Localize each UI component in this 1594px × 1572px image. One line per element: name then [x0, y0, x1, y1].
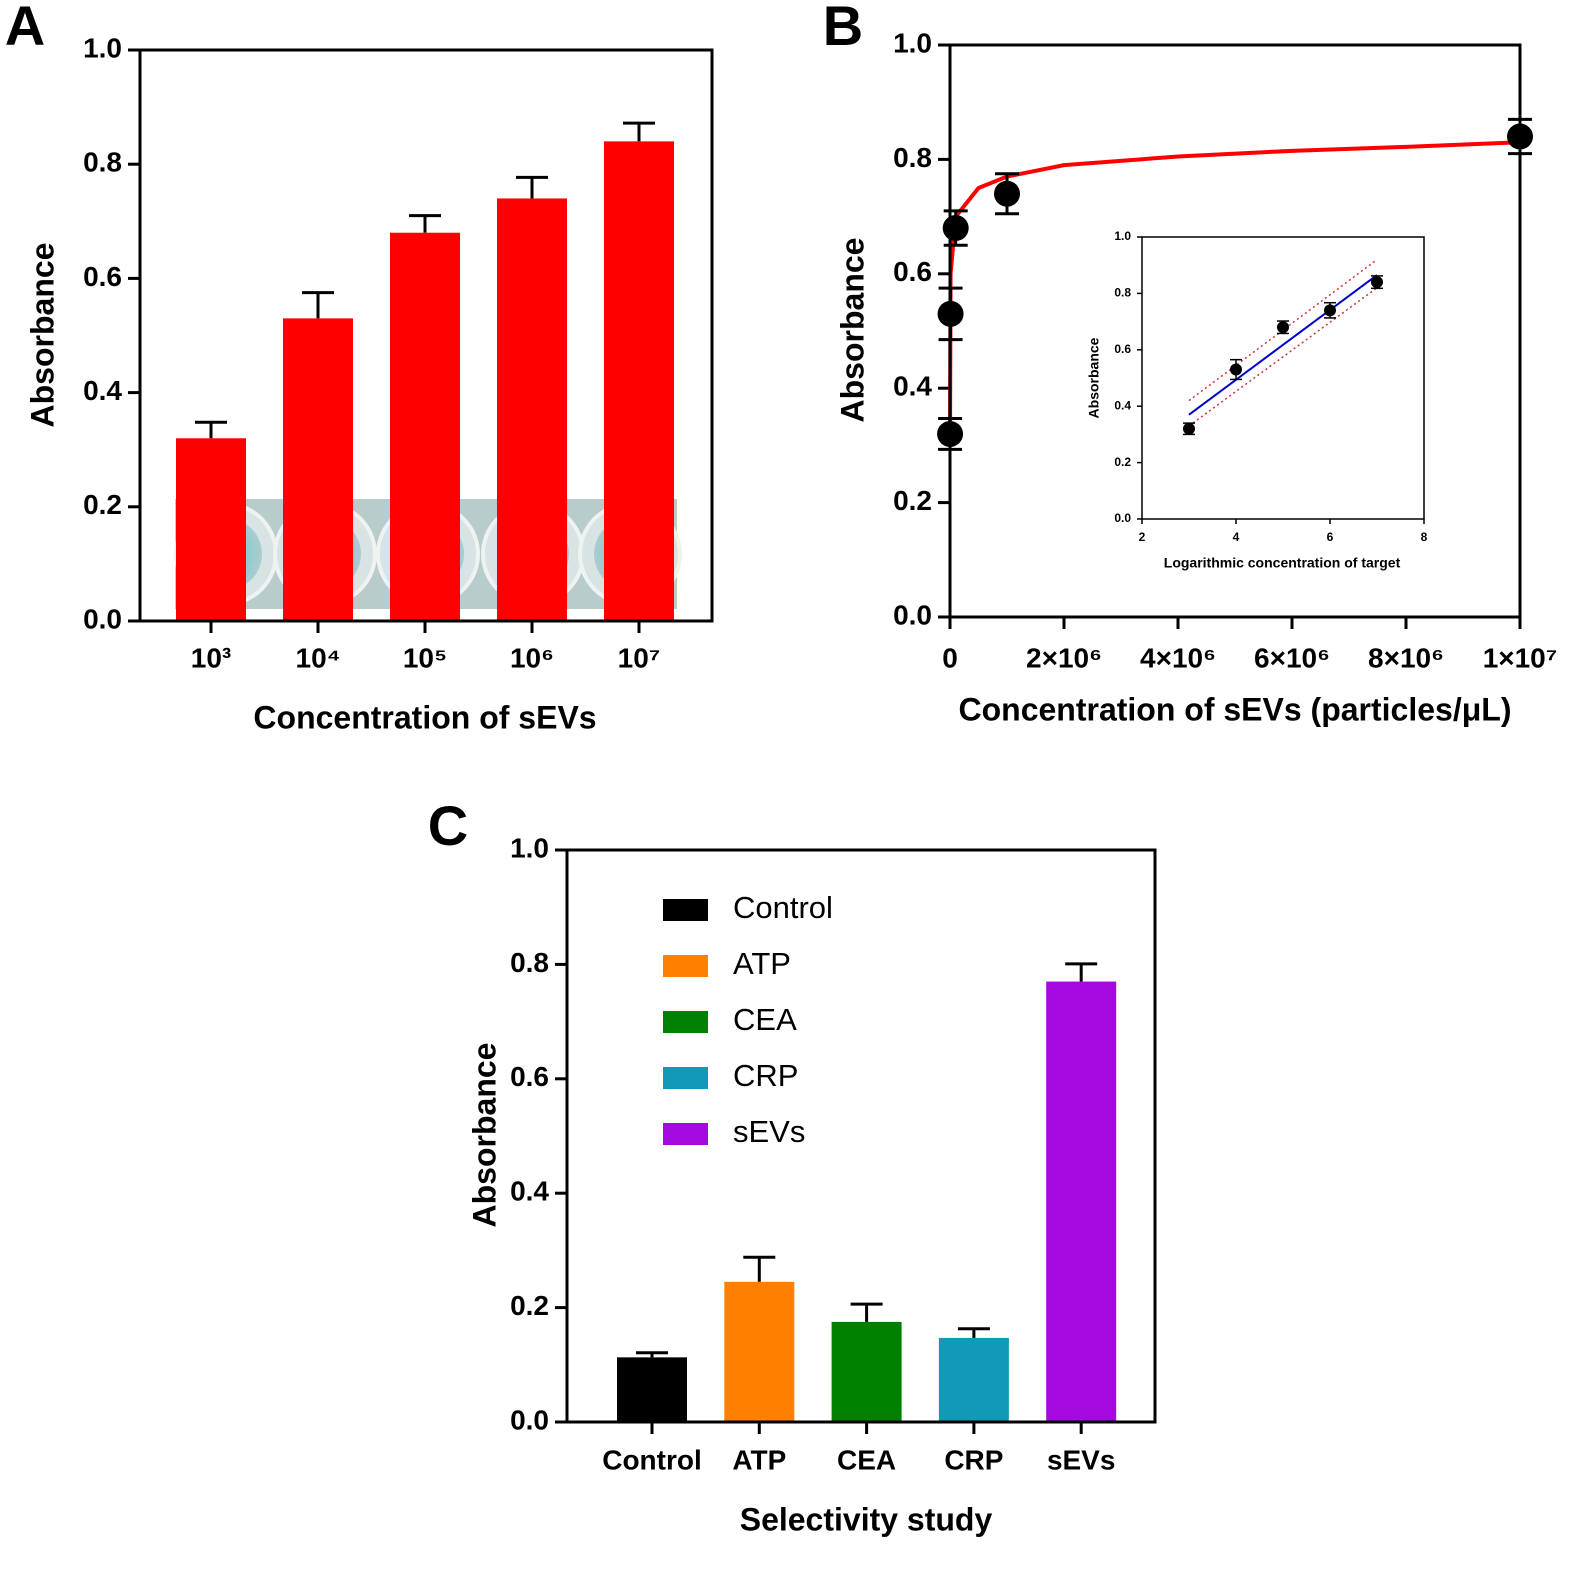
- legend-swatch: [663, 955, 708, 977]
- bar: [831, 1321, 902, 1422]
- data-point: [1277, 321, 1289, 334]
- x-axis-label: Concentration of sEVs (particles/μL): [959, 691, 1512, 727]
- y-tick-label: 0.6: [1114, 342, 1131, 356]
- y-tick-label: 0.2: [893, 485, 932, 516]
- y-tick-label: 0.2: [83, 489, 122, 520]
- bar: [724, 1281, 795, 1422]
- fit-line: [1188, 274, 1378, 416]
- y-tick-label: 0.6: [893, 256, 932, 287]
- plot-frame: [1141, 236, 1425, 520]
- x-tick-label: 8: [1421, 530, 1428, 544]
- y-tick-label: 0.0: [893, 599, 932, 630]
- y-tick-label: 0.0: [510, 1404, 549, 1435]
- bar: [176, 438, 246, 621]
- y-tick-label: 0.2: [1114, 455, 1131, 469]
- confidence-band: [1188, 287, 1378, 427]
- panel-label: C: [428, 794, 468, 857]
- x-axis-label: Selectivity study: [740, 1501, 993, 1537]
- legend-swatch: [663, 1067, 708, 1089]
- legend-label: CEA: [733, 1002, 797, 1037]
- legend-swatch: [663, 1011, 708, 1033]
- y-tick-label: 0.0: [83, 603, 122, 634]
- data-point: [1324, 304, 1336, 317]
- legend-label: CRP: [733, 1058, 798, 1093]
- plot-frame: [565, 848, 1157, 1424]
- x-tick-label: CEA: [837, 1444, 896, 1475]
- bar: [617, 1357, 687, 1422]
- x-tick-label: 6: [1327, 530, 1334, 544]
- x-tick-label: ATP: [732, 1444, 786, 1475]
- x-axis-label: Logarithmic concentration of target: [1164, 555, 1401, 571]
- y-tick-label: 0.6: [510, 1061, 549, 1092]
- y-axis-label: Absorbance: [1086, 337, 1102, 418]
- x-tick-label: 10⁶: [510, 642, 554, 673]
- y-tick-label: 1.0: [1114, 229, 1131, 243]
- bar: [497, 198, 567, 621]
- y-tick-label: 0.8: [893, 142, 932, 173]
- y-tick-label: 0.4: [893, 371, 932, 402]
- data-point: [1230, 363, 1242, 376]
- y-tick-label: 0.2: [510, 1290, 549, 1321]
- y-tick-label: 0.6: [83, 261, 122, 292]
- y-axis-label: Absorbance: [466, 1043, 502, 1228]
- legend-label: sEVs: [733, 1114, 805, 1149]
- x-axis-label: Concentration of sEVs: [253, 699, 596, 735]
- y-tick-label: 0.0: [1114, 511, 1131, 525]
- plot-frame: [948, 43, 1522, 619]
- x-tick-label: sEVs: [1047, 1444, 1116, 1475]
- panel-label: B: [823, 0, 863, 57]
- y-tick-label: 0.8: [510, 947, 549, 978]
- y-tick-label: 0.8: [83, 147, 122, 178]
- y-tick-label: 0.8: [1114, 286, 1131, 300]
- legend-label: ATP: [733, 946, 791, 981]
- x-tick-label: 1×10⁷: [1483, 642, 1558, 673]
- data-point: [1183, 422, 1195, 435]
- data-point: [942, 215, 969, 242]
- x-tick-label: 10⁷: [618, 642, 661, 673]
- y-tick-label: 0.4: [510, 1176, 549, 1207]
- bar: [283, 318, 353, 621]
- x-tick-label: 2×10⁶: [1026, 642, 1102, 673]
- data-point: [994, 180, 1020, 207]
- panel-label: A: [5, 0, 45, 57]
- x-tick-label: Control: [602, 1444, 702, 1475]
- legend-swatch: [663, 899, 708, 921]
- x-tick-label: 4×10⁶: [1140, 642, 1216, 673]
- y-tick-label: 1.0: [83, 32, 122, 63]
- x-tick-label: 10⁵: [403, 642, 447, 673]
- x-tick-label: CRP: [944, 1444, 1003, 1475]
- y-tick-label: 1.0: [510, 832, 549, 863]
- legend-swatch: [663, 1123, 708, 1145]
- x-tick-label: 6×10⁶: [1254, 642, 1330, 673]
- data-point: [1371, 276, 1383, 289]
- y-tick-label: 0.4: [83, 375, 122, 406]
- x-tick-label: 0: [942, 642, 958, 673]
- y-axis-label: Absorbance: [834, 238, 870, 423]
- confidence-band: [1188, 258, 1378, 402]
- y-axis-label: Absorbance: [24, 243, 60, 428]
- plot-frame: [138, 48, 714, 623]
- bar: [1046, 981, 1117, 1422]
- y-tick-label: 1.0: [893, 27, 932, 58]
- x-tick-label: 2: [1139, 530, 1146, 544]
- bar: [604, 141, 674, 622]
- bar: [390, 232, 460, 621]
- bar: [938, 1337, 1009, 1422]
- x-tick-label: 8×10⁶: [1368, 642, 1444, 673]
- x-tick-label: 10³: [191, 642, 231, 673]
- legend-label: Control: [733, 890, 833, 925]
- y-tick-label: 0.4: [1114, 398, 1131, 412]
- x-tick-label: 10⁴: [296, 642, 341, 673]
- x-tick-label: 4: [1233, 530, 1240, 544]
